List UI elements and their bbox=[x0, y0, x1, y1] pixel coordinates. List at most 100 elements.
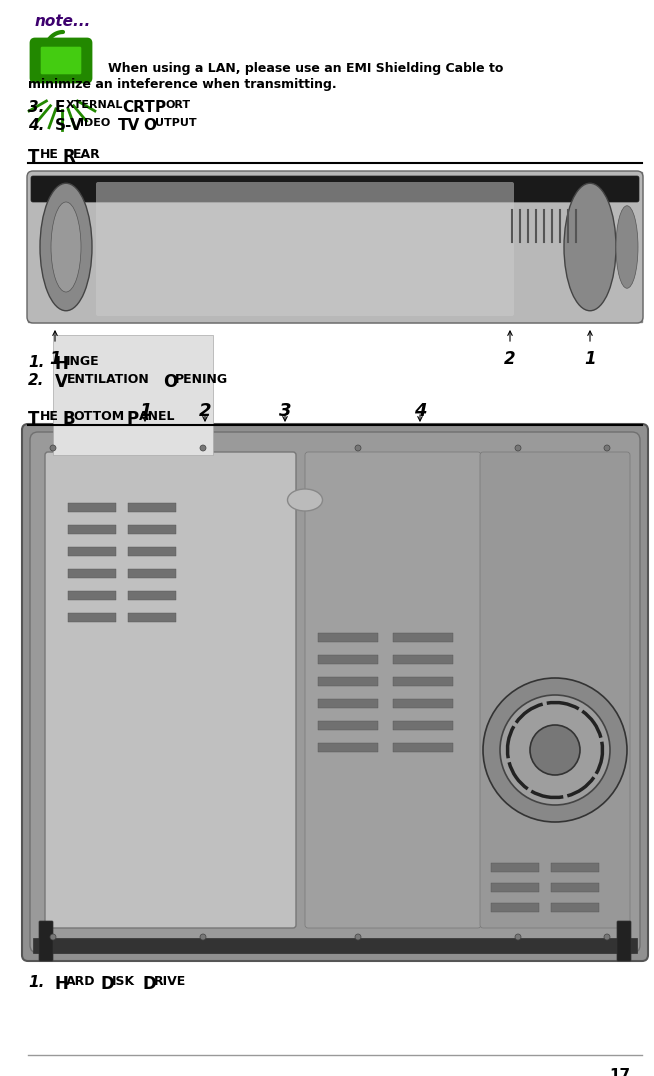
Text: ANEL: ANEL bbox=[139, 410, 175, 423]
Text: 17: 17 bbox=[609, 1068, 630, 1076]
Text: HE: HE bbox=[40, 148, 59, 161]
Text: 2: 2 bbox=[504, 350, 516, 368]
Bar bbox=[393, 633, 453, 642]
Text: P: P bbox=[155, 100, 166, 115]
Text: S-V: S-V bbox=[55, 118, 83, 133]
Bar bbox=[318, 655, 378, 664]
Text: OTTOM: OTTOM bbox=[73, 410, 124, 423]
Text: R: R bbox=[62, 148, 75, 166]
Circle shape bbox=[500, 695, 610, 805]
Text: 1: 1 bbox=[49, 350, 61, 368]
Bar bbox=[318, 721, 378, 730]
FancyBboxPatch shape bbox=[31, 176, 639, 202]
Bar bbox=[318, 699, 378, 708]
Bar bbox=[128, 547, 176, 556]
Text: O: O bbox=[163, 373, 177, 391]
Text: ISK: ISK bbox=[112, 975, 135, 988]
Circle shape bbox=[515, 934, 521, 940]
FancyBboxPatch shape bbox=[31, 39, 91, 82]
Circle shape bbox=[50, 934, 56, 940]
Text: RIVE: RIVE bbox=[154, 975, 186, 988]
Bar bbox=[128, 591, 176, 600]
Text: D: D bbox=[100, 975, 114, 993]
Text: XTERNAL: XTERNAL bbox=[66, 100, 124, 110]
Text: 2.: 2. bbox=[28, 373, 44, 388]
Circle shape bbox=[604, 445, 610, 451]
Bar bbox=[491, 883, 539, 892]
Text: 4: 4 bbox=[414, 402, 426, 420]
Text: ORT: ORT bbox=[165, 100, 190, 110]
Ellipse shape bbox=[564, 183, 616, 311]
Bar bbox=[551, 863, 599, 872]
Bar bbox=[128, 525, 176, 534]
FancyBboxPatch shape bbox=[30, 431, 640, 953]
Text: O: O bbox=[143, 118, 156, 133]
Bar bbox=[393, 744, 453, 752]
Bar bbox=[68, 569, 116, 578]
FancyBboxPatch shape bbox=[40, 46, 82, 75]
Text: UTPUT: UTPUT bbox=[155, 118, 197, 128]
Text: IDEO: IDEO bbox=[80, 118, 111, 128]
FancyBboxPatch shape bbox=[480, 452, 630, 928]
Text: minimize an inteference when transmitting.: minimize an inteference when transmittin… bbox=[28, 77, 337, 91]
Bar bbox=[128, 569, 176, 578]
Text: 3.: 3. bbox=[28, 100, 44, 115]
Text: ENTILATION: ENTILATION bbox=[67, 373, 150, 386]
Text: D: D bbox=[142, 975, 156, 993]
Ellipse shape bbox=[51, 202, 81, 292]
Text: 2: 2 bbox=[199, 402, 211, 420]
FancyBboxPatch shape bbox=[96, 182, 514, 316]
Text: 1: 1 bbox=[584, 350, 596, 368]
FancyBboxPatch shape bbox=[305, 452, 481, 928]
Bar bbox=[28, 172, 642, 322]
Text: 3: 3 bbox=[279, 402, 291, 420]
Circle shape bbox=[200, 445, 206, 451]
Text: P: P bbox=[127, 410, 139, 428]
Bar bbox=[491, 863, 539, 872]
Circle shape bbox=[483, 678, 627, 822]
Text: T: T bbox=[28, 148, 39, 166]
Ellipse shape bbox=[40, 183, 92, 311]
Text: note...: note... bbox=[35, 14, 92, 29]
Text: When using a LAN, please use an EMI Shielding Cable to: When using a LAN, please use an EMI Shie… bbox=[108, 62, 504, 75]
Bar bbox=[551, 903, 599, 912]
Text: 1.: 1. bbox=[28, 975, 44, 990]
Text: PENING: PENING bbox=[175, 373, 228, 386]
Text: T: T bbox=[28, 410, 39, 428]
Text: ARD: ARD bbox=[66, 975, 95, 988]
FancyBboxPatch shape bbox=[27, 171, 643, 323]
Bar bbox=[68, 547, 116, 556]
Text: 1.: 1. bbox=[28, 355, 44, 370]
Bar bbox=[33, 938, 637, 953]
Bar bbox=[393, 677, 453, 686]
Bar bbox=[551, 883, 599, 892]
Bar bbox=[491, 903, 539, 912]
Text: E: E bbox=[55, 100, 65, 115]
Text: 1: 1 bbox=[139, 402, 151, 420]
FancyBboxPatch shape bbox=[39, 921, 53, 961]
Bar bbox=[68, 525, 116, 534]
Bar bbox=[318, 744, 378, 752]
Bar bbox=[128, 613, 176, 622]
Circle shape bbox=[355, 445, 361, 451]
Bar bbox=[128, 502, 176, 512]
Circle shape bbox=[200, 934, 206, 940]
Bar bbox=[68, 613, 116, 622]
Bar bbox=[53, 335, 213, 455]
FancyBboxPatch shape bbox=[22, 424, 648, 961]
Text: V: V bbox=[55, 373, 68, 391]
Bar bbox=[68, 591, 116, 600]
Text: HE: HE bbox=[40, 410, 59, 423]
Circle shape bbox=[50, 445, 56, 451]
Bar bbox=[393, 655, 453, 664]
Text: TV: TV bbox=[118, 118, 140, 133]
Bar bbox=[318, 633, 378, 642]
Circle shape bbox=[355, 934, 361, 940]
Bar bbox=[393, 721, 453, 730]
Circle shape bbox=[530, 725, 580, 775]
Text: INGE: INGE bbox=[66, 355, 99, 368]
Bar bbox=[68, 502, 116, 512]
Text: 4.: 4. bbox=[28, 118, 44, 133]
Text: B: B bbox=[62, 410, 75, 428]
Bar bbox=[393, 699, 453, 708]
